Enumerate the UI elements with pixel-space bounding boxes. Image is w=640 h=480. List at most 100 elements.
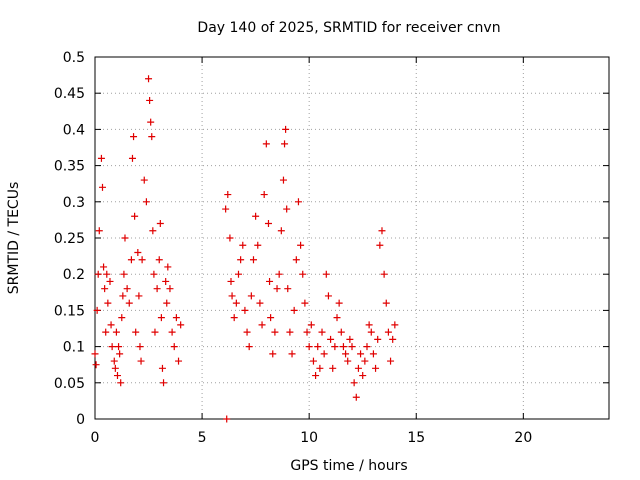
- data-point: [372, 364, 380, 372]
- y-tick-label: 0.4: [63, 122, 85, 138]
- data-point: [331, 343, 339, 351]
- data-point: [156, 220, 164, 228]
- data-point: [97, 154, 105, 162]
- data-point: [98, 183, 106, 191]
- axis-ticks: 0 0.05 0.1 0.15 0.2 0.25 0.3 0.35 0.4 0.45 0.5 0 5 10…: [54, 50, 609, 446]
- data-point: [363, 343, 371, 351]
- data-point: [128, 154, 136, 162]
- data-point: [234, 270, 242, 278]
- data-point: [175, 357, 183, 365]
- data-point: [292, 256, 300, 264]
- data-point: [312, 372, 320, 380]
- data-point: [374, 335, 382, 343]
- data-point: [264, 220, 272, 228]
- y-tick-label: 0.35: [54, 159, 85, 175]
- data-point: [307, 321, 315, 329]
- data-point: [294, 198, 302, 206]
- data-point: [158, 364, 166, 372]
- data-point: [376, 241, 384, 249]
- data-point: [111, 364, 119, 372]
- data-point: [227, 277, 235, 285]
- data-point: [275, 270, 283, 278]
- x-tick-label: 0: [91, 430, 100, 446]
- data-point: [117, 379, 125, 387]
- data-point: [93, 306, 101, 314]
- data-point: [132, 328, 140, 336]
- data-point: [361, 357, 369, 365]
- data-point: [168, 328, 176, 336]
- data-point: [266, 277, 274, 285]
- data-point: [103, 270, 111, 278]
- data-point: [116, 350, 124, 358]
- data-point: [267, 314, 275, 322]
- data-point: [288, 350, 296, 358]
- data-point: [142, 198, 150, 206]
- data-point: [339, 343, 347, 351]
- data-point: [164, 263, 172, 271]
- data-point: [277, 227, 285, 235]
- grid-lines: [95, 57, 609, 419]
- data-point: [125, 299, 133, 307]
- data-point: [342, 350, 350, 358]
- data-point: [149, 227, 157, 235]
- data-point: [299, 270, 307, 278]
- data-point: [138, 256, 146, 264]
- data-point: [151, 328, 159, 336]
- data-point: [110, 357, 118, 365]
- data-point: [127, 256, 135, 264]
- data-point: [303, 328, 311, 336]
- y-tick-label: 0.25: [54, 231, 85, 247]
- x-tick-label: 15: [407, 430, 425, 446]
- data-point: [177, 321, 185, 329]
- y-tick-label: 0.2: [63, 267, 85, 283]
- data-point: [222, 205, 230, 213]
- data-point: [286, 328, 294, 336]
- data-point: [147, 118, 155, 126]
- data-point: [170, 343, 178, 351]
- y-tick-label: 0.15: [54, 303, 85, 319]
- data-point: [344, 357, 352, 365]
- data-point: [329, 364, 337, 372]
- data-point: [115, 343, 123, 351]
- data-point: [239, 241, 247, 249]
- data-point: [230, 314, 238, 322]
- data-point: [389, 335, 397, 343]
- data-point: [107, 321, 115, 329]
- data-point: [269, 350, 277, 358]
- data-point: [297, 241, 305, 249]
- data-point: [130, 133, 138, 141]
- data-point: [324, 292, 332, 300]
- data-point: [119, 292, 127, 300]
- data-point: [322, 270, 330, 278]
- data-point: [252, 212, 260, 220]
- data-point: [301, 299, 309, 307]
- data-point: [283, 205, 291, 213]
- data-point: [241, 306, 249, 314]
- data-point: [155, 256, 163, 264]
- data-point: [245, 343, 253, 351]
- data-point: [260, 191, 268, 199]
- y-tick-label: 0: [76, 412, 85, 428]
- data-point: [135, 292, 143, 300]
- data-point: [243, 328, 251, 336]
- data-point: [140, 176, 148, 184]
- data-point: [318, 328, 326, 336]
- data-point: [337, 328, 345, 336]
- data-point: [357, 350, 365, 358]
- data-point: [247, 292, 255, 300]
- y-tick-label: 0.1: [63, 340, 85, 356]
- data-point: [378, 227, 386, 235]
- data-point: [387, 357, 395, 365]
- data-point: [131, 212, 139, 220]
- data-point: [153, 285, 161, 293]
- data-point: [228, 292, 236, 300]
- data-point: [333, 314, 341, 322]
- data-points: [91, 75, 399, 423]
- data-point: [316, 364, 324, 372]
- data-point: [335, 299, 343, 307]
- data-point: [160, 379, 168, 387]
- data-point: [91, 350, 99, 358]
- data-point: [101, 285, 109, 293]
